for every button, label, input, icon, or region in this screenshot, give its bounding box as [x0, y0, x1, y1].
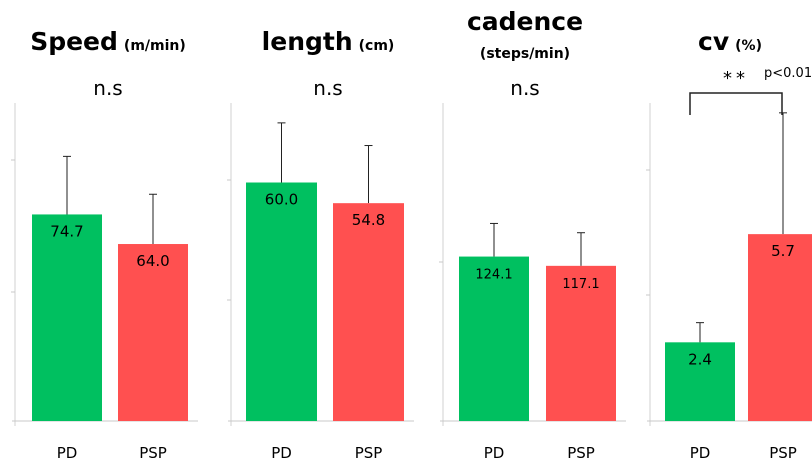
panel-1-category-1: PD	[57, 444, 78, 461]
panel-4-p-value: p<0.01	[764, 66, 812, 81]
panel-1-title: Speed	[30, 27, 118, 56]
panel-2-bar-2	[333, 203, 404, 421]
panel-1-category-2: PSP	[139, 444, 167, 461]
panel-4-category-1: PD	[690, 444, 711, 461]
panel-3-title: cadence	[467, 7, 583, 36]
panel-1-title-group: Speed (m/min)	[30, 27, 186, 56]
panel-2-bar-1	[246, 182, 317, 421]
panel-3-significance: n.s	[510, 76, 539, 100]
panel-3-bar-1	[459, 256, 529, 421]
panel-4-title: cv	[698, 27, 729, 56]
panel-3-bar-label-1: 124.1	[475, 268, 512, 283]
panel-1-bar-label-2: 64.0	[136, 252, 169, 270]
panel-1-bar-2	[118, 244, 188, 421]
panel-2-category-1: PD	[271, 444, 292, 461]
panel-2-title-group: length (cm)	[262, 27, 395, 56]
panel-4-bar-label-2: 5.7	[771, 242, 795, 260]
panel-2-unit: (cm)	[359, 38, 395, 54]
panel-1-significance: n.s	[93, 76, 122, 100]
panel-3-bar-label-2: 117.1	[562, 277, 599, 292]
panel-4-bar-label-1: 2.4	[688, 350, 712, 368]
panel-1-bar-1	[32, 214, 102, 421]
panel-2-bar-label-1: 60.0	[265, 191, 298, 209]
panel-3-unit: (steps/min)	[480, 46, 570, 62]
panel-2-significance: n.s	[313, 76, 342, 100]
panel-2-title: length	[262, 27, 353, 56]
panel-4-significance: **	[723, 68, 749, 89]
panel-3-category-2: PSP	[567, 444, 595, 461]
panel-4-title-group: cv (%)	[698, 27, 762, 56]
panel-2-bar-label-2: 54.8	[352, 211, 385, 229]
panel-4-bar-2	[748, 234, 812, 421]
panel-3-bar-2	[546, 265, 616, 421]
panel-4-category-2: PSP	[769, 444, 797, 461]
panel-4-unit: (%)	[735, 38, 762, 54]
panel-4-bar-1	[665, 342, 735, 421]
panel-3-category-1: PD	[484, 444, 505, 461]
panel-1-unit: (m/min)	[124, 38, 186, 54]
panel-1-bar-label-1: 74.7	[50, 222, 83, 240]
panel-2-category-2: PSP	[355, 444, 383, 461]
panel-4-significance-bracket	[689, 92, 783, 115]
